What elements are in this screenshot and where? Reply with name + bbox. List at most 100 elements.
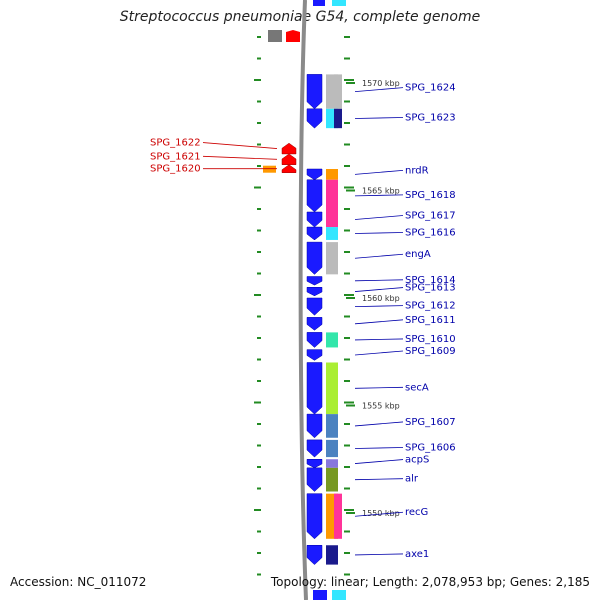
gene-leader-line <box>354 553 404 556</box>
scale-label: 1560 kbp <box>362 294 400 303</box>
forward-gene-label: SPG_1606 <box>405 443 456 454</box>
reverse-gene-arrow <box>281 164 297 173</box>
forward-gene-label: SPG_1610 <box>405 334 456 345</box>
forward-gene-label: SPG_1623 <box>405 112 456 123</box>
gene-leader-line <box>354 169 404 175</box>
forward-gene-arrow <box>306 226 323 241</box>
forward-gene-label: SPG_1607 <box>405 417 456 428</box>
cog-color-bar-secondary <box>334 493 342 539</box>
forward-gene-arrow <box>306 211 323 228</box>
gene-leader-line <box>354 478 404 481</box>
accession-label: Accession: NC_011072 <box>10 575 147 589</box>
forward-gene-arrow <box>306 168 323 181</box>
cog-color-bar <box>326 332 338 348</box>
forward-gene-label: SPG_1609 <box>405 346 456 357</box>
scale-label: 1555 kbp <box>362 402 400 411</box>
forward-gene-arrow <box>306 287 323 297</box>
forward-gene-arrow <box>306 179 323 213</box>
forward-gene-label: SPG_1612 <box>405 301 456 312</box>
forward-gene-arrow <box>306 276 323 286</box>
forward-gene-arrow <box>306 317 323 331</box>
forward-gene-arrow <box>306 362 323 415</box>
forward-gene-arrow <box>306 332 323 348</box>
offscreen-cog-bottom <box>332 590 346 600</box>
forward-gene-label: SPG_1613 <box>405 283 456 294</box>
cog-color-bar <box>326 459 338 468</box>
gene-leader-line <box>354 338 404 341</box>
offscreen-reverse-gene <box>286 30 300 42</box>
forward-gene-arrow <box>306 241 323 275</box>
forward-gene-arrow <box>306 74 323 110</box>
cog-color-bar <box>326 439 338 458</box>
gene-leader-line <box>354 447 404 449</box>
cog-color-bar <box>326 179 338 212</box>
gene-leader-line <box>354 215 404 220</box>
scale-label: 1570 kbp <box>362 79 400 88</box>
offscreen-gene-bottom <box>313 590 327 600</box>
forward-gene-arrow <box>306 108 323 129</box>
offscreen-gene-top <box>313 0 325 6</box>
reverse-gene-arrow <box>281 153 297 165</box>
forward-gene-label: axe1 <box>405 549 429 560</box>
reverse-gene-arrow <box>281 142 297 155</box>
forward-gene-arrow <box>306 349 323 361</box>
gene-leader-line <box>354 87 404 92</box>
forward-gene-arrow <box>306 493 323 540</box>
cog-color-bar <box>326 362 338 415</box>
gene-leader-line <box>354 305 404 307</box>
forward-gene-arrow <box>306 545 323 565</box>
forward-gene-label: engA <box>405 249 431 260</box>
cog-color-bar <box>263 165 276 173</box>
cog-color-bar <box>326 414 338 438</box>
gene-leader-line <box>354 117 404 119</box>
scale-label: 1565 kbp <box>362 187 400 196</box>
gene-leader-line <box>354 253 404 259</box>
gene-leader-line <box>354 350 404 356</box>
cog-color-bar-secondary <box>334 74 342 109</box>
map-title: Streptococcus pneumoniae G54, complete g… <box>119 9 481 25</box>
cog-color-bar <box>326 242 338 275</box>
forward-gene-label: SPG_1618 <box>405 190 456 201</box>
gene-leader-line <box>202 155 278 160</box>
offscreen-cog-top <box>332 0 346 6</box>
gene-leader-line <box>354 287 404 292</box>
forward-gene-label: recG <box>405 507 428 518</box>
reverse-gene-label: SPG_1622 <box>150 138 201 149</box>
cog-color-bar-secondary <box>334 108 342 129</box>
gene-leader-line <box>354 511 404 517</box>
forward-gene-label: alr <box>405 474 419 485</box>
forward-gene-arrow <box>306 297 323 316</box>
gene-leader-line <box>354 279 404 282</box>
gene-leader-line <box>354 232 404 234</box>
gene-leader-line <box>354 194 404 197</box>
cog-color-bar <box>326 212 338 228</box>
forward-gene-arrow <box>306 413 323 439</box>
forward-gene-label: secA <box>405 382 429 393</box>
genome-backbone <box>298 0 308 600</box>
forward-gene-label: acpS <box>405 455 429 466</box>
reverse-gene-label: SPG_1621 <box>150 151 201 162</box>
cog-color-bar <box>326 169 338 180</box>
gene-leader-line <box>354 319 404 325</box>
cog-color-bar <box>326 545 338 565</box>
forward-gene-label: SPG_1617 <box>405 211 456 222</box>
cog-color-bar <box>326 227 338 240</box>
offscreen-gene-gray <box>268 30 282 42</box>
gene-leader-line <box>354 459 404 464</box>
cog-color-bar <box>326 467 338 492</box>
forward-gene-label: SPG_1611 <box>405 315 456 326</box>
forward-gene-label: nrdR <box>405 165 429 176</box>
forward-gene-arrow <box>306 467 323 492</box>
topology-label: Topology: linear; Length: 2,078,953 bp; … <box>270 575 590 589</box>
forward-gene-arrow <box>306 439 323 458</box>
scale-label: 1550 kbp <box>362 509 400 518</box>
gene-leader-line <box>354 421 404 427</box>
gene-leader-line <box>202 142 278 149</box>
reverse-gene-label: SPG_1620 <box>150 164 201 175</box>
forward-gene-label: SPG_1614 <box>405 275 456 286</box>
forward-gene-label: SPG_1624 <box>405 83 456 94</box>
gene-leader-line <box>354 386 404 389</box>
forward-gene-arrow <box>306 459 323 469</box>
